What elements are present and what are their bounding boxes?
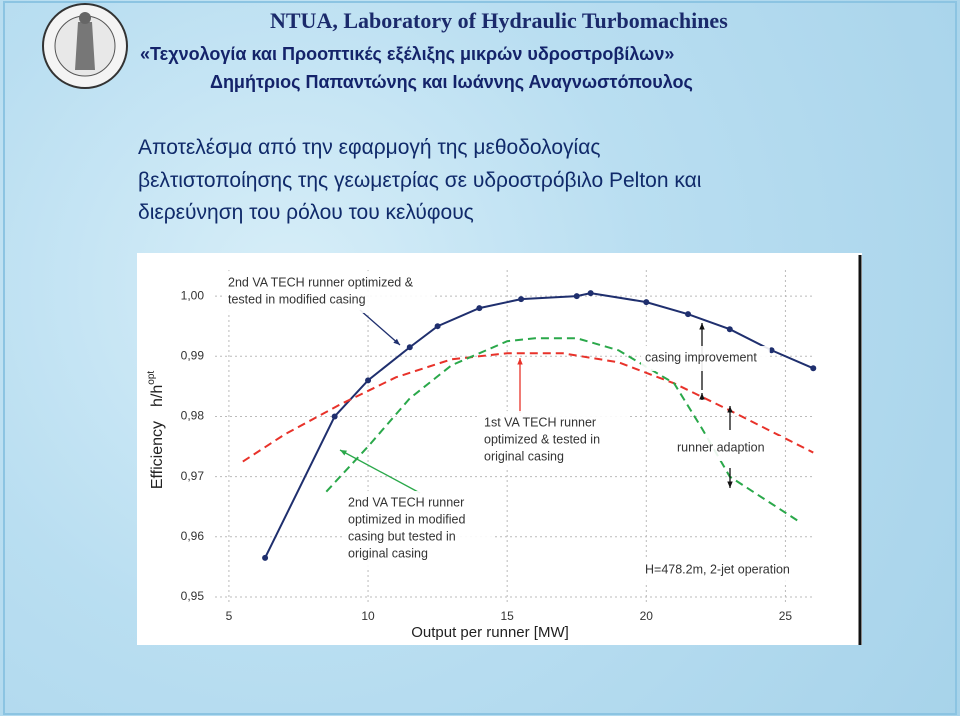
annotation: original casing: [484, 449, 564, 463]
slide-line: Αποτελέσμα από την εφαρμογή της μεθοδολο…: [138, 136, 601, 159]
annotation: casing but tested in: [348, 529, 456, 543]
x-tick-label: 20: [640, 609, 654, 623]
x-tick-label: 15: [500, 609, 514, 623]
data-point: [331, 413, 338, 420]
arrow: [339, 449, 421, 494]
data-point: [518, 296, 525, 303]
y-tick-label: 0,99: [181, 348, 205, 362]
arrow-head: [393, 338, 400, 345]
arrow-head: [517, 358, 523, 365]
y-axis-label-symbol: h/h: [149, 385, 166, 407]
series-line: [242, 352, 814, 463]
y-axis-label-sup: opt: [146, 371, 157, 385]
annotation: runner adaption: [677, 440, 765, 454]
annotation-box: [480, 411, 629, 470]
annotation-box: [641, 346, 770, 371]
data-point: [768, 347, 775, 354]
x-axis-label: Output per runner [MW]: [411, 624, 569, 641]
arrow-head: [727, 406, 733, 413]
y-tick-label: 0,97: [181, 469, 205, 483]
x-tick-label: 5: [226, 609, 233, 623]
y-tick-label: 0,98: [181, 409, 205, 423]
annotation: tested in modified casing: [228, 292, 366, 306]
annotation-box: [673, 436, 782, 461]
data-point: [587, 290, 594, 297]
annotation: optimized & tested in: [484, 432, 600, 446]
y-axis-label: Efficiency h/hopt: [146, 371, 167, 490]
y-axis-label-word: Efficiency: [149, 421, 166, 489]
data-point: [476, 305, 483, 312]
annotation-box: [344, 491, 493, 567]
annotation: 1st VA TECH runner: [484, 415, 596, 429]
lab-title: NTUA, Laboratory of Hydraulic Turbomachi…: [270, 8, 728, 33]
x-tick-label: 25: [779, 609, 793, 623]
data-point: [573, 293, 580, 300]
annotation-box: [641, 558, 823, 583]
data-point: [685, 311, 692, 318]
annotation: 2nd VA TECH runner optimized &: [228, 275, 414, 289]
annotation: casing improvement: [645, 350, 757, 364]
slide-line: διερεύνηση του ρόλου του κελύφους: [138, 201, 474, 224]
data-point: [726, 326, 733, 333]
arrow: [359, 309, 401, 346]
arrow-head: [699, 393, 705, 400]
data-point: [262, 554, 269, 561]
data-point: [406, 344, 413, 351]
annotation: original casing: [348, 546, 428, 560]
annotation: optimized in modified: [348, 512, 465, 526]
y-tick-label: 0,96: [181, 529, 205, 543]
annotation: H=478.2m, 2-jet operation: [645, 562, 790, 576]
data-point: [643, 299, 650, 306]
authors: Δημήτριος Παπαντώνης και Ιωάννης Αναγνωσ…: [210, 72, 693, 92]
y-tick-label: 0,95: [181, 589, 205, 603]
data-point: [365, 377, 372, 384]
series-line: [264, 292, 814, 559]
series-line: [325, 337, 800, 523]
x-tick-label: 10: [361, 609, 375, 623]
arrow-head: [340, 450, 347, 456]
annotation: 2nd VA TECH runner: [348, 495, 464, 509]
annotation-box: [224, 271, 432, 313]
data-point: [810, 365, 817, 372]
y-tick-label: 1,00: [181, 288, 205, 302]
slide-line: βελτιστοποίησης της γεωμετρίας σε υδροστ…: [138, 169, 702, 192]
talk-title: «Τεχνολογία και Προοπτικές εξέλιξης μικρ…: [140, 44, 675, 64]
data-point: [434, 323, 441, 330]
arrow-head: [727, 481, 733, 488]
arrow-head: [699, 323, 705, 330]
